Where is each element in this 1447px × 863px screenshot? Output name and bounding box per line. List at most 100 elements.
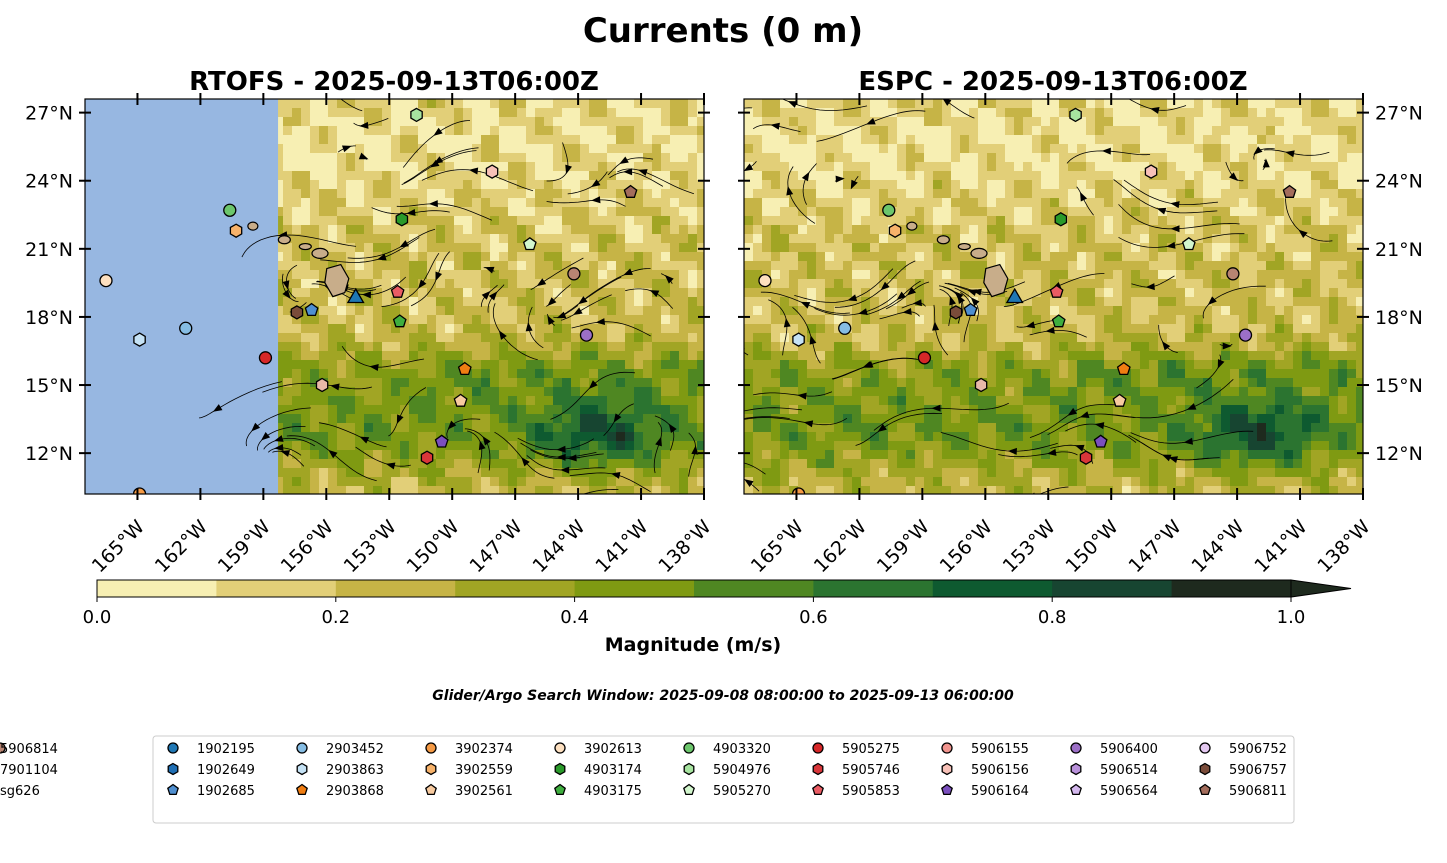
lon-tick-label: 156°W: [277, 516, 338, 577]
lon-tick-label: 141°W: [591, 516, 652, 577]
legend-label: 5906814: [0, 742, 58, 757]
heatmap-espc: [744, 99, 1363, 494]
marker-5904976: [410, 107, 423, 123]
legend-item: 5905275: [812, 742, 900, 757]
legend-marker-2903863: [296, 762, 308, 776]
legend-label: 7901104: [0, 763, 58, 778]
legend-label: 5906757: [1229, 763, 1287, 778]
colorbar-segment: [455, 580, 576, 597]
legend-item: 5905746: [812, 762, 900, 778]
legend-marker-1902649: [167, 762, 179, 776]
colorbar-label: Magnitude (m/s): [605, 634, 782, 656]
legend-item: 4903174: [554, 762, 642, 778]
legend-item: 3902374: [425, 742, 513, 757]
legend-marker-5905853: [812, 783, 824, 796]
panel-title-rtofs: RTOFS - 2025-09-13T06:00Z: [189, 67, 599, 97]
marker-3902559: [229, 223, 243, 238]
marker-sg626: [346, 287, 365, 304]
colorbar-tick-label: 0.0: [83, 607, 112, 628]
lon-tick-label: 147°W: [465, 516, 526, 577]
map-frame: [743, 98, 1364, 495]
marker-4903320: [223, 203, 237, 217]
legend-label: 1902649: [197, 763, 255, 778]
lat-tick-label: 15°N: [25, 375, 73, 397]
legend-marker-3902374: [425, 742, 437, 754]
legend-frame: [152, 735, 1295, 824]
legend-item: 1902685: [167, 783, 255, 799]
colorbar-extend-arrow: [1290, 579, 1352, 598]
legend-item: 5905853: [812, 783, 900, 799]
legend: 1902195 1902649 1902685 2903452 2903863 29038…: [0, 735, 1295, 824]
marker-2903863: [792, 332, 805, 347]
lat-tick-label: 21°N: [25, 239, 73, 261]
marker-5905746: [1079, 450, 1093, 465]
legend-marker-5906514: [1070, 762, 1082, 776]
lat-tick-label: 27°N: [1375, 103, 1423, 125]
legend-marker-1902195: [167, 742, 179, 754]
legend-item: 5906752: [1199, 742, 1287, 757]
legend-label: 5905270: [713, 784, 771, 799]
legend-item: 1902649: [167, 762, 255, 778]
legend-label: 4903320: [713, 742, 771, 757]
marker-sg626: [1005, 287, 1024, 304]
legend-marker-4903174: [554, 762, 566, 776]
float-markers: [758, 107, 1297, 494]
lon-tick-label: 138°W: [1313, 516, 1374, 577]
lon-tick-label: 156°W: [936, 516, 997, 577]
land-hawaiian-islands: [893, 221, 1009, 298]
legend-label: 4903174: [584, 763, 642, 778]
legend-marker-4903320: [683, 742, 695, 754]
legend-item: 3902561: [425, 783, 513, 799]
lon-tick-label: 159°W: [214, 516, 275, 577]
land-hawaiian-islands: [234, 221, 350, 298]
marker-5904976: [1069, 107, 1082, 123]
legend-marker-5905270: [683, 783, 695, 796]
marker-4903175: [392, 314, 407, 328]
legend-item: 5906514: [1070, 762, 1158, 778]
legend-label: 2903452: [326, 742, 384, 757]
legend-marker-1902685: [167, 783, 179, 796]
marker-5905746: [420, 450, 434, 465]
legend-marker-5905275: [812, 742, 824, 754]
legend-label: 5906164: [971, 784, 1029, 799]
colorbar-segment: [216, 580, 337, 597]
lon-tick-label: 165°W: [88, 516, 149, 577]
lat-tick-label: 24°N: [25, 171, 73, 193]
search-window-caption: Glider/Argo Search Window: 2025-09-08 08…: [432, 688, 1014, 704]
colorbar-segment: [1052, 580, 1173, 597]
legend-marker-5904976: [683, 762, 695, 776]
lat-tick-label: 12°N: [25, 443, 73, 465]
marker-3902613: [99, 273, 113, 288]
legend-label: 3902613: [584, 742, 642, 757]
legend-item: 2903863: [296, 762, 384, 778]
legend-marker-2903868: [296, 783, 308, 796]
heatmap-rtofs: [85, 99, 704, 494]
marker-5905853: [390, 284, 405, 298]
panel-title-espc: ESPC - 2025-09-13T06:00Z: [858, 67, 1247, 97]
marker-7901104: [315, 377, 329, 393]
marker-5906164: [1093, 434, 1108, 448]
colorbar-segment: [932, 580, 1053, 597]
legend-marker-2903452: [296, 742, 308, 754]
legend-marker-5906811: [1199, 783, 1211, 796]
streamlines: [198, 99, 699, 494]
legend-marker-5906814: [0, 742, 6, 754]
marker-1902685: [963, 302, 978, 317]
marker-3902561: [453, 393, 468, 407]
legend-marker-5906164: [941, 783, 953, 796]
legend-item: 4903320: [683, 742, 771, 757]
lon-tick-label: 144°W: [1187, 516, 1248, 577]
legend-item: 5906757: [1199, 762, 1287, 778]
legend-label: 5906752: [1229, 742, 1287, 757]
colorbar: 0.0 0.2 0.4 0.6 0.8 1.0: [83, 579, 1352, 628]
marker-3902559: [888, 223, 902, 238]
legend-item: sg626: [0, 784, 40, 799]
legend-label: 3902559: [455, 763, 513, 778]
marker-5906156: [1144, 164, 1158, 179]
legend-item: 5904976: [683, 762, 771, 778]
legend-item: 3902559: [425, 762, 513, 778]
legend-marker-5906156: [941, 762, 953, 776]
